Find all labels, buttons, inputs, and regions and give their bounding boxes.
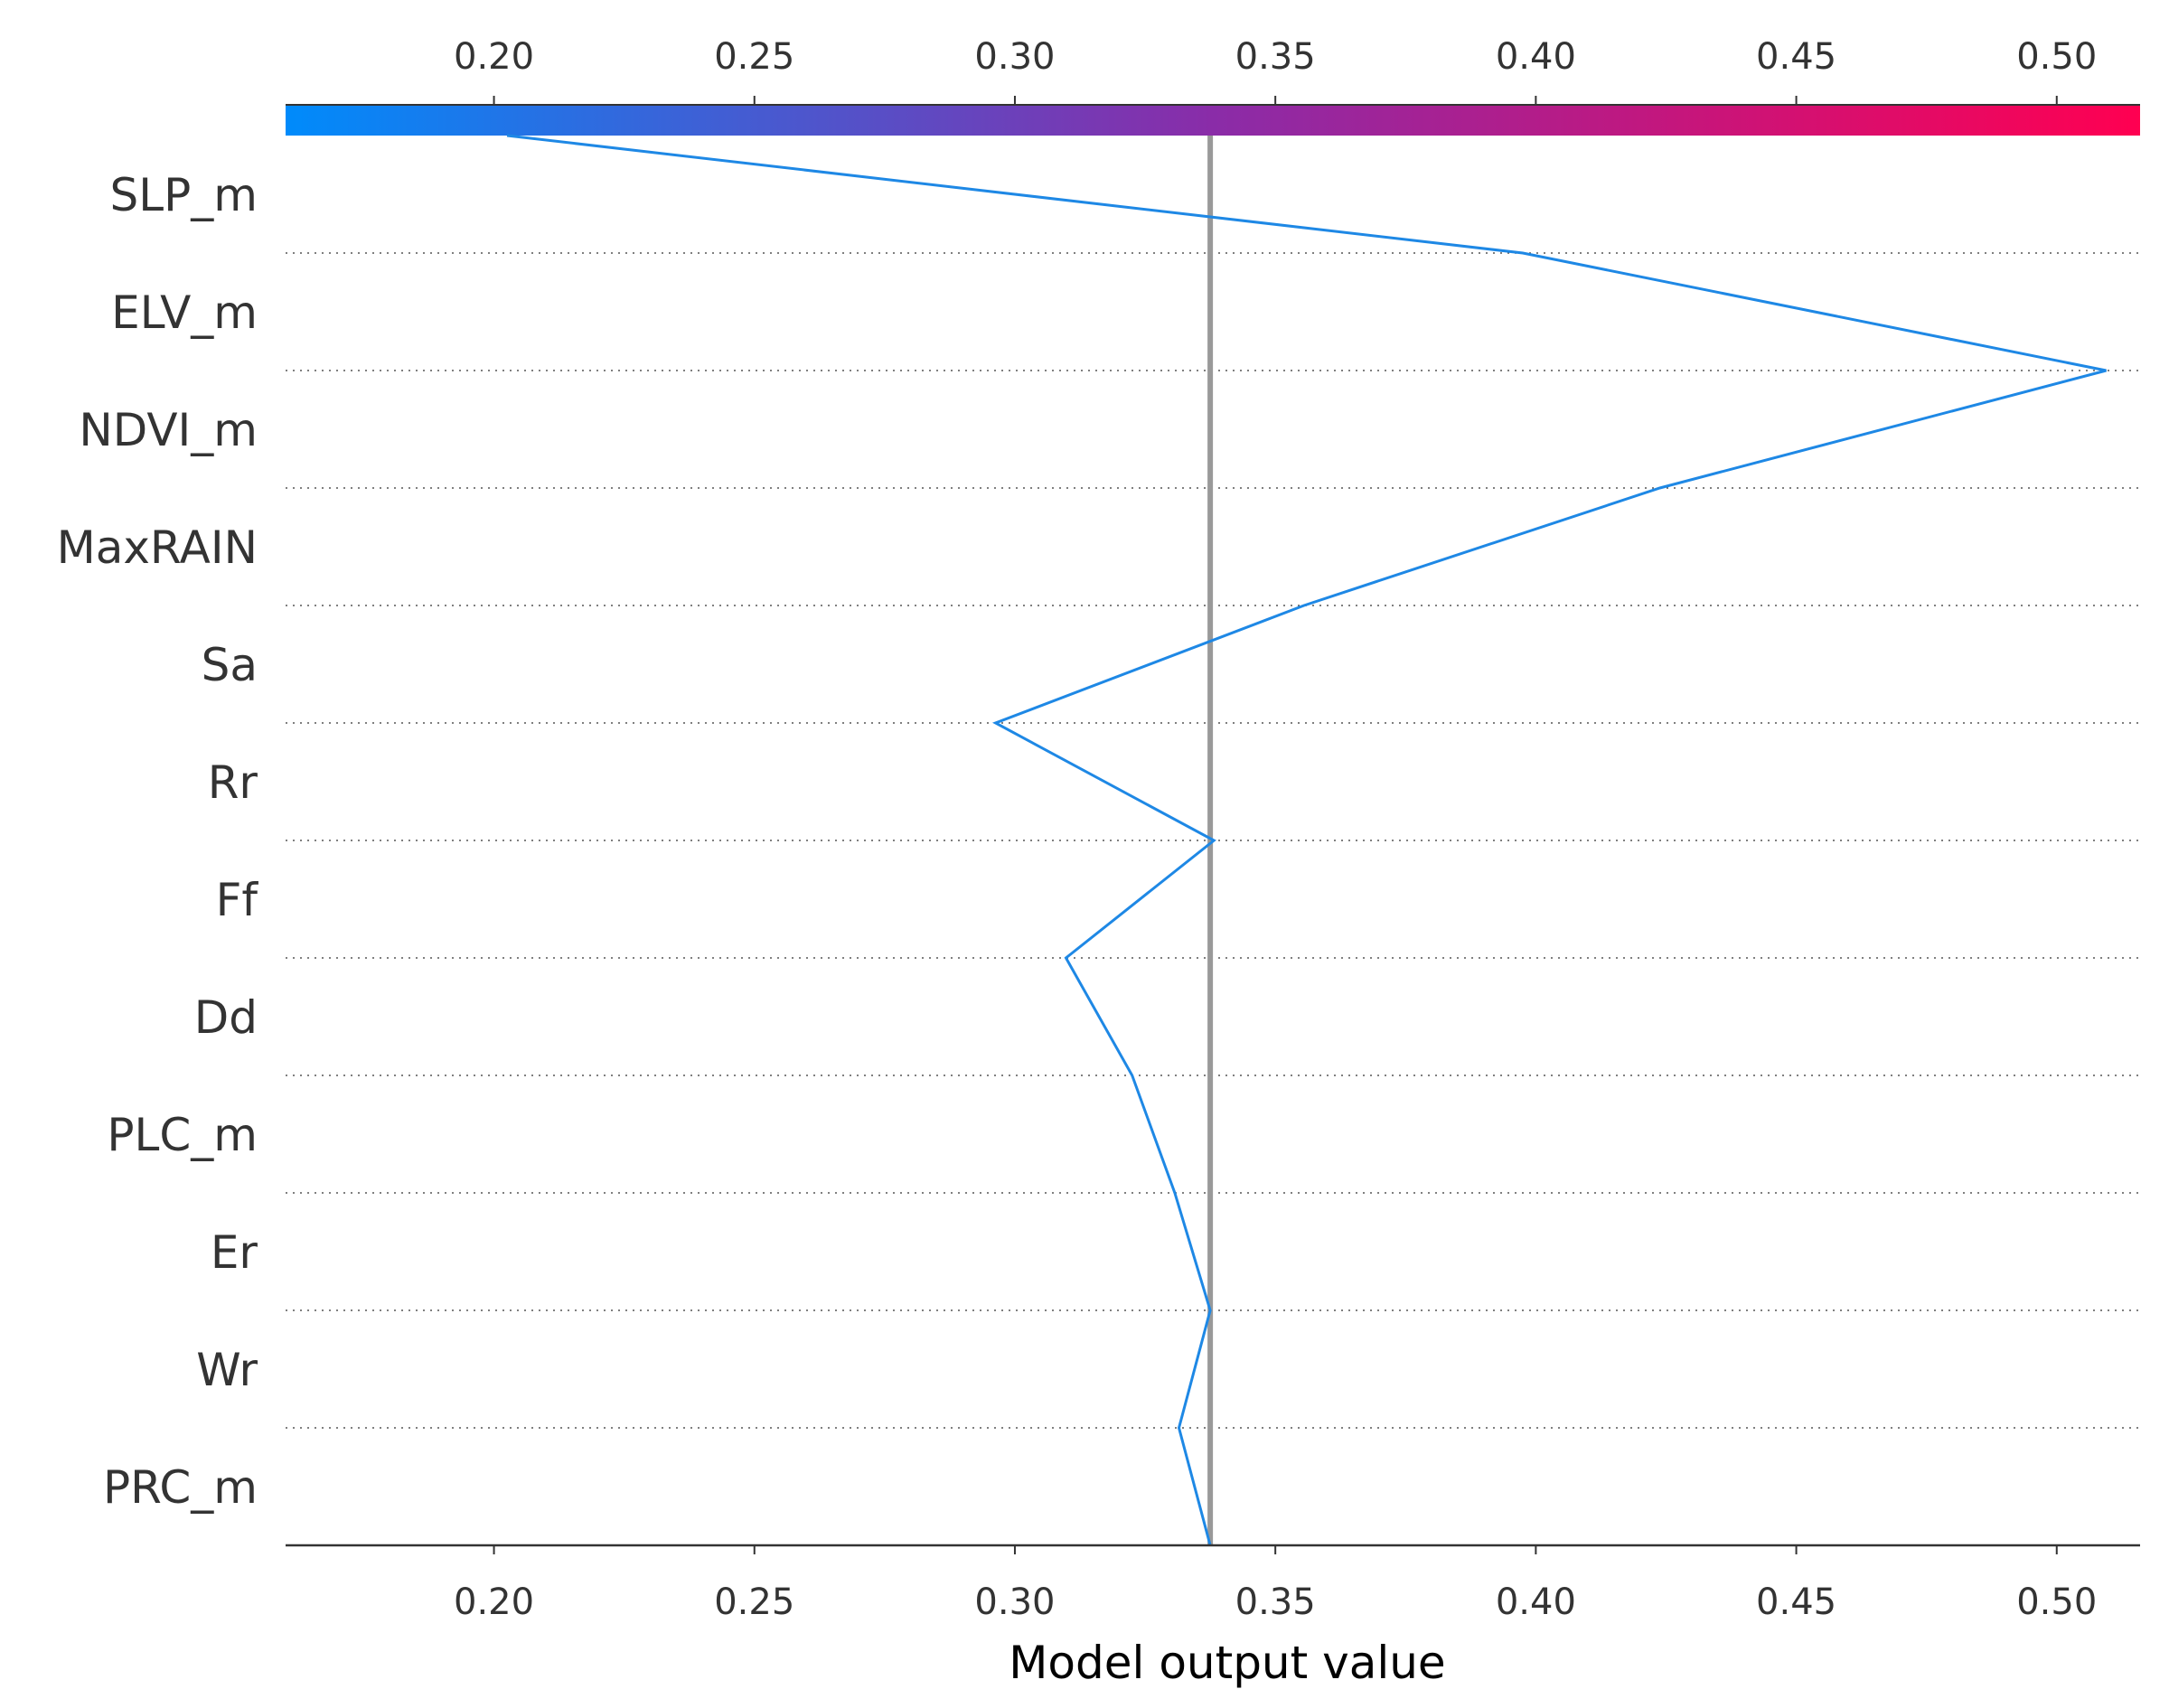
feature-label: NDVI_m bbox=[79, 404, 258, 456]
bottom-tick-label: 0.45 bbox=[1756, 1581, 1836, 1623]
feature-label: Dd bbox=[194, 991, 258, 1044]
bottom-tick-label: 0.50 bbox=[2016, 1581, 2097, 1623]
bottom-tick-label: 0.20 bbox=[454, 1581, 534, 1623]
top-tick-label: 0.25 bbox=[714, 36, 794, 78]
feature-label: MaxRAIN bbox=[57, 521, 258, 574]
decision-path-line bbox=[506, 134, 2107, 1546]
feature-label: Rr bbox=[208, 756, 258, 809]
bottom-tick-label: 0.30 bbox=[974, 1581, 1055, 1623]
top-tick-label: 0.35 bbox=[1235, 36, 1316, 78]
feature-label: Ff bbox=[216, 874, 259, 926]
feature-label: Sa bbox=[202, 639, 258, 691]
bottom-tick-label: 0.25 bbox=[714, 1581, 794, 1623]
x-axis-title: Model output value bbox=[1009, 1637, 1445, 1689]
feature-labels: SLP_m ELV_m NDVI_m MaxRAIN Sa Rr Ff Dd PLC_m Er Wr… bbox=[57, 169, 259, 1514]
bottom-tick-label: 0.35 bbox=[1235, 1581, 1316, 1623]
bottom-tick-label: 0.40 bbox=[1496, 1581, 1576, 1623]
top-tick-label: 0.40 bbox=[1496, 36, 1576, 78]
colorbar bbox=[286, 105, 2140, 136]
top-axis-ticks: 0.20 0.25 0.30 0.35 0.40 0.45 0.50 bbox=[454, 36, 2097, 105]
top-tick-label: 0.30 bbox=[974, 36, 1055, 78]
feature-label: SLP_m bbox=[110, 169, 258, 221]
bottom-axis-ticks: 0.20 0.25 0.30 0.35 0.40 0.45 0.50 bbox=[454, 1545, 2097, 1623]
feature-label: Wr bbox=[196, 1344, 258, 1396]
top-tick-label: 0.20 bbox=[454, 36, 534, 78]
feature-label: Er bbox=[211, 1226, 258, 1279]
top-tick-label: 0.45 bbox=[1756, 36, 1836, 78]
top-tick-label: 0.50 bbox=[2016, 36, 2097, 78]
feature-label: PRC_m bbox=[103, 1461, 258, 1514]
feature-label: PLC_m bbox=[107, 1109, 258, 1161]
feature-label: ELV_m bbox=[111, 286, 258, 339]
